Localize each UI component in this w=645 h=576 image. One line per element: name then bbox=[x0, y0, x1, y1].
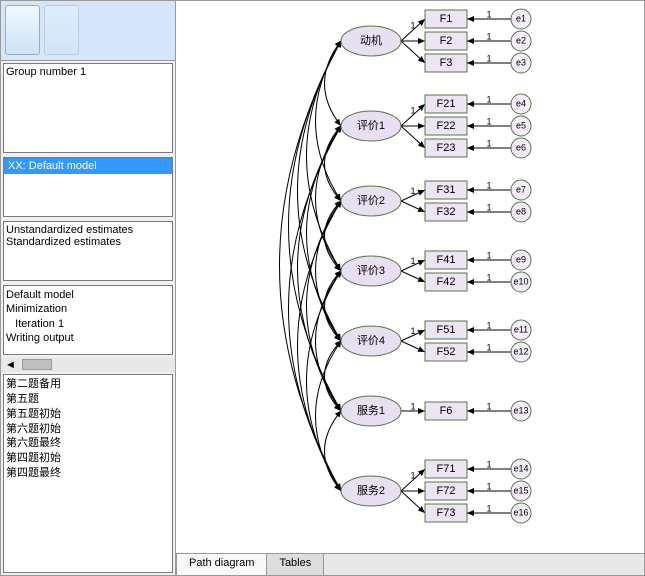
svg-text:e5: e5 bbox=[516, 120, 526, 130]
output-panel: Default model Minimization Iteration 1 W… bbox=[3, 285, 173, 355]
svg-text:1: 1 bbox=[486, 481, 491, 491]
tab-path-diagram[interactable]: Path diagram bbox=[176, 553, 267, 575]
svg-text:F71: F71 bbox=[437, 463, 456, 475]
svg-text:e15: e15 bbox=[513, 485, 528, 495]
svg-text:1: 1 bbox=[410, 401, 415, 411]
svg-text:e12: e12 bbox=[513, 346, 528, 356]
svg-text:1: 1 bbox=[486, 138, 491, 148]
svg-text:F23: F23 bbox=[437, 142, 456, 154]
svg-text:e4: e4 bbox=[516, 98, 526, 108]
svg-text:F22: F22 bbox=[437, 120, 456, 132]
svg-text:e7: e7 bbox=[516, 184, 526, 194]
output-line: Iteration 1 bbox=[6, 317, 170, 331]
svg-text:F31: F31 bbox=[437, 184, 456, 196]
group-item[interactable]: Group number 1 bbox=[6, 66, 170, 78]
svg-text:1: 1 bbox=[486, 342, 491, 352]
svg-text:评价3: 评价3 bbox=[357, 264, 385, 277]
model-item-selected[interactable]: XX: Default model bbox=[4, 158, 172, 174]
bottom-tabs: Path diagram Tables bbox=[176, 553, 644, 575]
tool-variables[interactable] bbox=[5, 5, 40, 55]
estimate-unstd[interactable]: Unstandardized estimates bbox=[6, 224, 170, 236]
svg-text:F51: F51 bbox=[437, 324, 456, 336]
svg-text:F72: F72 bbox=[437, 485, 456, 497]
svg-text:e2: e2 bbox=[516, 35, 526, 45]
file-item[interactable]: 第二题备用 bbox=[6, 377, 170, 392]
output-line: Minimization bbox=[6, 302, 170, 316]
svg-text:e14: e14 bbox=[513, 463, 528, 473]
svg-text:1: 1 bbox=[410, 470, 415, 480]
svg-text:评价4: 评价4 bbox=[357, 334, 385, 347]
svg-text:1: 1 bbox=[486, 116, 491, 126]
svg-text:e16: e16 bbox=[513, 507, 528, 517]
svg-text:F52: F52 bbox=[437, 346, 456, 358]
svg-text:1: 1 bbox=[486, 31, 491, 41]
output-line: Default model bbox=[6, 288, 170, 302]
output-scrollbar[interactable]: ◄ bbox=[1, 357, 175, 372]
file-item[interactable]: 第四题初始 bbox=[6, 451, 170, 466]
file-item[interactable]: 第五题 bbox=[6, 392, 170, 407]
file-item[interactable]: 第五题初始 bbox=[6, 407, 170, 422]
estimates-panel[interactable]: Unstandardized estimates Standardized es… bbox=[3, 221, 173, 281]
svg-text:1: 1 bbox=[486, 9, 491, 19]
svg-text:1: 1 bbox=[486, 53, 491, 63]
svg-text:1: 1 bbox=[410, 326, 415, 336]
svg-text:e1: e1 bbox=[516, 13, 526, 23]
files-panel[interactable]: 第二题备用第五题第五题初始第六题初始第六题最终第四题初始第四题最终 bbox=[3, 374, 173, 573]
svg-text:1: 1 bbox=[410, 256, 415, 266]
svg-text:评价2: 评价2 bbox=[357, 194, 385, 207]
svg-text:1: 1 bbox=[486, 250, 491, 260]
tab-tables[interactable]: Tables bbox=[266, 553, 324, 575]
svg-text:服务1: 服务1 bbox=[357, 404, 385, 417]
diagram-canvas[interactable]: 1F11e1F21e2F31e3动机1F211e4F221e5F231e6评价1… bbox=[176, 1, 644, 575]
svg-text:1: 1 bbox=[486, 401, 491, 411]
svg-text:e13: e13 bbox=[513, 405, 528, 415]
svg-text:F73: F73 bbox=[437, 507, 456, 519]
svg-text:评价1: 评价1 bbox=[357, 119, 385, 132]
svg-text:1: 1 bbox=[410, 105, 415, 115]
svg-text:F32: F32 bbox=[437, 206, 456, 218]
scroll-thumb[interactable] bbox=[22, 359, 52, 370]
svg-text:F41: F41 bbox=[437, 254, 456, 266]
groups-panel[interactable]: Group number 1 bbox=[3, 63, 173, 153]
svg-text:F42: F42 bbox=[437, 276, 456, 288]
svg-text:F3: F3 bbox=[440, 57, 453, 69]
svg-text:1: 1 bbox=[410, 186, 415, 196]
svg-text:F6: F6 bbox=[440, 405, 453, 417]
svg-text:e3: e3 bbox=[516, 57, 526, 67]
svg-text:F1: F1 bbox=[440, 13, 453, 25]
svg-text:动机: 动机 bbox=[360, 33, 382, 47]
file-item[interactable]: 第四题最终 bbox=[6, 466, 170, 481]
file-item[interactable]: 第六题最终 bbox=[6, 436, 170, 451]
svg-text:e11: e11 bbox=[514, 324, 528, 334]
svg-text:服务2: 服务2 bbox=[357, 484, 385, 497]
models-panel[interactable]: XX: Default model bbox=[3, 157, 173, 217]
svg-text:1: 1 bbox=[486, 272, 491, 282]
estimate-std[interactable]: Standardized estimates bbox=[6, 236, 170, 248]
svg-text:1: 1 bbox=[486, 94, 491, 104]
svg-text:1: 1 bbox=[486, 180, 491, 190]
svg-text:1: 1 bbox=[486, 320, 491, 330]
path-diagram-svg: 1F11e1F21e2F31e3动机1F211e4F221e5F231e6评价1… bbox=[176, 1, 644, 553]
svg-text:F2: F2 bbox=[440, 35, 453, 47]
output-line: Writing output bbox=[6, 331, 170, 345]
toolbar bbox=[1, 1, 175, 61]
svg-text:e9: e9 bbox=[516, 254, 526, 264]
left-panel: Group number 1 XX: Default model Unstand… bbox=[1, 1, 176, 575]
file-item[interactable]: 第六题初始 bbox=[6, 422, 170, 437]
svg-text:1: 1 bbox=[486, 202, 491, 212]
app-root: Group number 1 XX: Default model Unstand… bbox=[0, 0, 645, 576]
svg-text:e6: e6 bbox=[516, 142, 526, 152]
svg-text:1: 1 bbox=[486, 503, 491, 513]
svg-text:F21: F21 bbox=[437, 98, 456, 110]
svg-text:e10: e10 bbox=[513, 276, 528, 286]
tool-analyze[interactable] bbox=[44, 5, 79, 55]
svg-text:e8: e8 bbox=[516, 206, 526, 216]
svg-text:1: 1 bbox=[410, 20, 415, 30]
svg-text:1: 1 bbox=[486, 459, 491, 469]
